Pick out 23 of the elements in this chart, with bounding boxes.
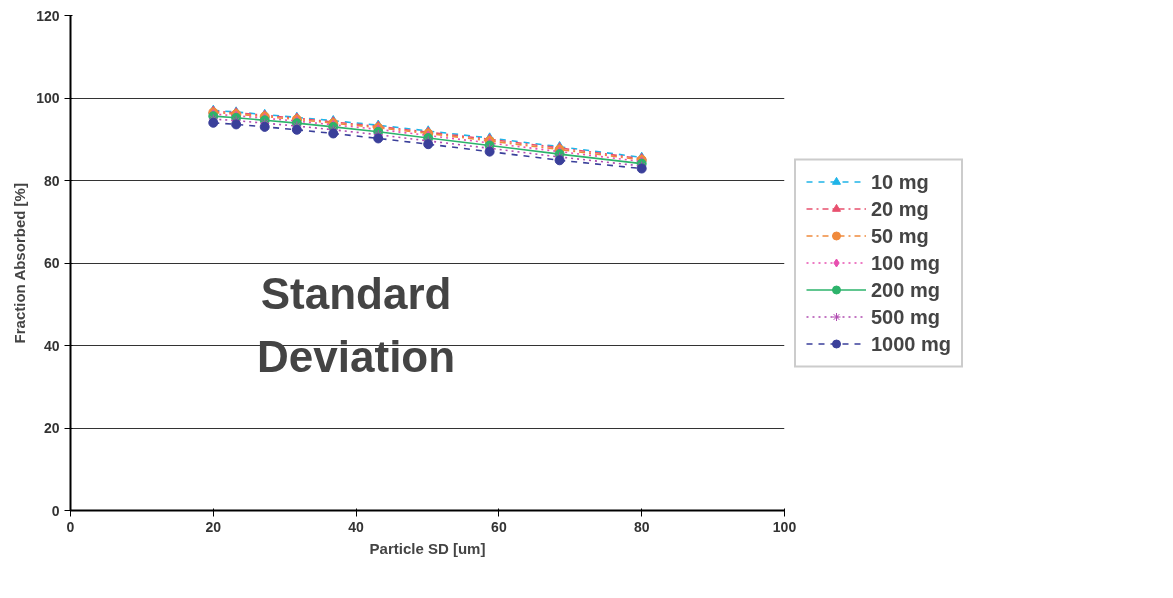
annotation: Standard Deviation bbox=[257, 268, 456, 382]
y-tick-label: 60 bbox=[43, 255, 60, 271]
y-tick-label: 80 bbox=[43, 172, 60, 189]
legend-label: 20 mg bbox=[871, 197, 929, 220]
legend-label: 50 mg bbox=[871, 224, 929, 247]
y-tick-label: 0 bbox=[51, 502, 60, 519]
x-axis-title: Particle SD [um] bbox=[369, 539, 486, 557]
x-tick-label: 60 bbox=[491, 518, 507, 535]
legend-label: 10 mg bbox=[871, 170, 929, 193]
y-axis-title: Fraction Absorbed [%] bbox=[11, 183, 29, 344]
x-tick-label: 0 bbox=[66, 518, 75, 535]
x-tick-label: 80 bbox=[633, 518, 650, 535]
legend-label: 1000 mg bbox=[871, 332, 952, 355]
y-tick-label: 20 bbox=[43, 420, 60, 436]
x-tick-label: 20 bbox=[205, 518, 222, 535]
y-tick-label: 40 bbox=[43, 337, 60, 354]
y-tick-label: 120 bbox=[36, 7, 60, 24]
x-tick-label: 100 bbox=[772, 518, 797, 535]
legend-label: 200 mg bbox=[871, 278, 940, 301]
legend-label: 500 mg bbox=[871, 305, 940, 328]
y-tick-label: 100 bbox=[36, 90, 60, 106]
x-tick-label: 40 bbox=[348, 518, 365, 535]
legend-label: 100 mg bbox=[871, 251, 940, 274]
